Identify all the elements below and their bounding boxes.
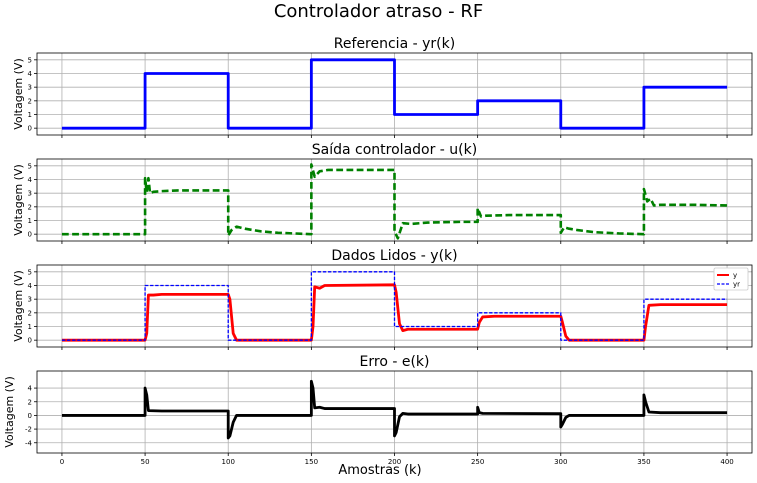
subplot-title: Dados Lidos - y(k) xyxy=(331,248,457,264)
legend-label-yr: yr xyxy=(733,281,740,289)
y-tick-label: 5 xyxy=(28,56,32,64)
y-tick-label: 0 xyxy=(28,231,32,239)
series-line-1 xyxy=(61,58,728,130)
y-tick-label: 4 xyxy=(28,70,33,78)
y-tick-label: -4 xyxy=(25,439,33,447)
subplot-title: Referencia - yr(k) xyxy=(334,36,455,52)
y-tick-label: 0 xyxy=(28,337,32,345)
y-tick-label: 1 xyxy=(28,323,32,331)
x-tick-label: 50 xyxy=(141,458,150,466)
series-line-y xyxy=(61,283,728,342)
subplot-title: Saída controlador - u(k) xyxy=(312,142,477,158)
series-line-1 xyxy=(61,163,728,240)
y-axis-label: Voltagem (V) xyxy=(12,164,25,236)
y-tick-label: 5 xyxy=(28,268,32,276)
y-tick-label: -2 xyxy=(25,426,32,434)
y-tick-label: 3 xyxy=(28,296,32,304)
x-tick-label: 0 xyxy=(60,458,64,466)
x-axis-label: Amostras (k) xyxy=(338,463,421,478)
x-tick-label: 100 xyxy=(222,458,235,466)
series-line-1 xyxy=(61,379,728,440)
y-axis-label: Voltagem (V) xyxy=(12,270,25,342)
y-tick-label: 4 xyxy=(28,282,33,290)
y-tick-label: 2 xyxy=(28,309,32,317)
subplot-4: 0 50 100 150 200 250 300 350 400 -4 -2 0 2 4 Erro - e(… xyxy=(3,354,753,466)
y-axis-label: Voltagem (V) xyxy=(3,376,16,448)
subplot-2: 0 1 2 3 4 5 Saída controlador - u(k) Voltagem (… xyxy=(12,142,753,244)
series-line-yr xyxy=(61,271,728,341)
y-tick-label: 4 xyxy=(28,385,33,393)
y-tick-label: 5 xyxy=(28,162,32,170)
y-tick-label: 3 xyxy=(28,190,32,198)
y-tick-label: 1 xyxy=(28,111,32,119)
y-tick-label: 3 xyxy=(28,84,32,92)
subplot-3: 0 1 2 3 4 5 Dados Lidos - y(k) Voltagem (V) yyr xyxy=(12,248,753,350)
subplot-title: Erro - e(k) xyxy=(360,354,430,370)
y-tick-label: 2 xyxy=(28,97,32,105)
x-tick-label: 400 xyxy=(720,458,733,466)
x-tick-label: 350 xyxy=(637,458,650,466)
x-tick-label: 300 xyxy=(554,458,567,466)
y-tick-label: 2 xyxy=(28,398,32,406)
x-tick-label: 250 xyxy=(471,458,484,466)
y-tick-label: 2 xyxy=(28,203,32,211)
y-axis-label: Voltagem (V) xyxy=(12,58,25,130)
legend-box xyxy=(713,267,749,291)
y-tick-label: 1 xyxy=(28,217,32,225)
figure-title: Controlador atraso - RF xyxy=(274,1,483,22)
y-tick-label: 0 xyxy=(28,125,32,133)
legend-label-y: y xyxy=(733,272,737,280)
y-tick-label: 0 xyxy=(28,412,32,420)
x-tick-label: 200 xyxy=(388,458,401,466)
y-tick-label: 4 xyxy=(28,176,33,184)
legend: yyr xyxy=(713,267,749,291)
subplot-1: 0 1 2 3 4 5 Referencia - yr(k) Voltagem (V) xyxy=(12,36,753,138)
x-tick-label: 150 xyxy=(305,458,318,466)
